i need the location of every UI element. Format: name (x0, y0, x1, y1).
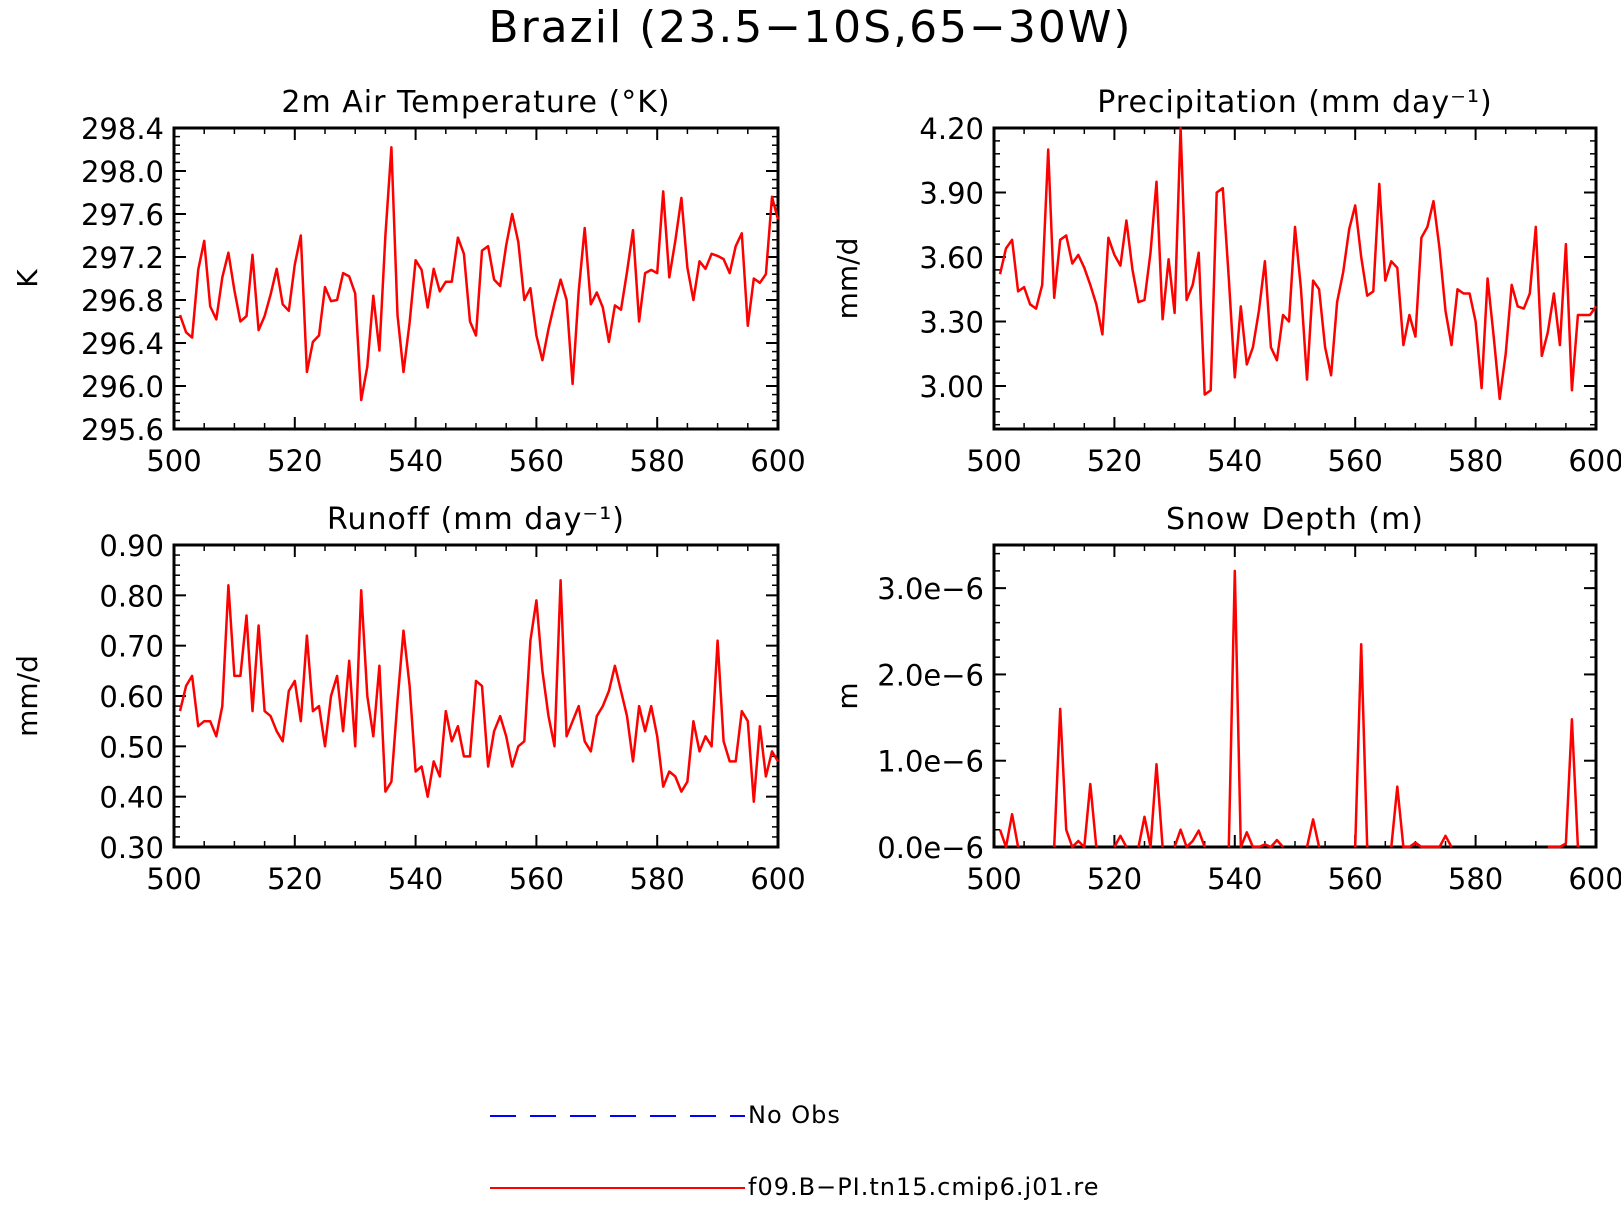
panel-ylabel-0: K (11, 269, 44, 288)
x-tick-label-0-5: 600 (750, 444, 805, 478)
y-tick-label-0-1: 296.0 (81, 370, 164, 404)
figure-title: Brazil (23.5−10S,65−30W) (488, 2, 1133, 53)
series-line-0-0 (178, 146, 780, 402)
plot-frame-0 (172, 126, 780, 431)
x-tick-label-3-2: 540 (1207, 862, 1262, 896)
x-tick-label-1-0: 500 (966, 444, 1021, 478)
x-tick-label-1-4: 580 (1448, 444, 1503, 478)
legend-swatch-dashed-blue (490, 1115, 745, 1117)
panel-ylabel-2: mm/d (11, 655, 44, 737)
plot-frame-3 (992, 543, 1598, 849)
x-tick-label-0-0: 500 (146, 444, 201, 478)
y-tick-label-1-2: 3.60 (919, 241, 984, 275)
y-tick-label-3-2: 2.0e−6 (877, 658, 984, 692)
y-tick-label-2-2: 0.50 (99, 730, 164, 764)
y-tick-label-1-1: 3.30 (919, 306, 984, 340)
y-tick-label-2-4: 0.70 (99, 630, 164, 664)
y-tick-label-0-0: 295.6 (81, 413, 164, 447)
legend-entry-no-obs: No Obs (490, 1096, 1190, 1136)
x-tick-label-0-4: 580 (630, 444, 685, 478)
y-tick-label-1-0: 3.00 (919, 370, 984, 404)
x-tick-label-1-3: 560 (1328, 444, 1383, 478)
panel-title-2: Runoff (mm day⁻¹) (327, 502, 625, 537)
y-tick-label-0-5: 297.6 (81, 198, 164, 232)
y-tick-label-0-2: 296.4 (81, 327, 164, 361)
x-tick-label-2-0: 500 (146, 862, 201, 896)
y-tick-label-2-0: 0.30 (99, 831, 164, 865)
y-tick-label-1-3: 3.90 (919, 177, 984, 211)
plot-frame-1 (992, 126, 1598, 431)
y-tick-label-3-1: 1.0e−6 (877, 745, 984, 779)
y-tick-label-2-3: 0.60 (99, 680, 164, 714)
x-tick-label-1-5: 600 (1568, 444, 1621, 478)
x-tick-label-2-4: 580 (630, 862, 685, 896)
y-tick-label-1-4: 4.20 (919, 112, 984, 146)
series-line-2-0 (178, 578, 780, 803)
panel-title-3: Snow Depth (m) (1166, 502, 1424, 537)
x-tick-label-1-1: 520 (1087, 444, 1142, 478)
x-tick-label-1-2: 540 (1207, 444, 1262, 478)
x-tick-label-3-1: 520 (1087, 862, 1142, 896)
legend-swatch-solid-red (490, 1187, 745, 1189)
y-tick-label-3-3: 3.0e−6 (877, 572, 984, 606)
y-tick-label-0-3: 296.8 (81, 284, 164, 318)
y-tick-label-2-6: 0.90 (99, 529, 164, 563)
series-line-3-0 (998, 569, 1580, 849)
legend-label-no-obs: No Obs (748, 1101, 841, 1129)
x-tick-label-3-3: 560 (1328, 862, 1383, 896)
series-line-1-0 (998, 126, 1598, 401)
y-tick-label-2-1: 0.40 (99, 781, 164, 815)
x-tick-label-3-4: 580 (1448, 862, 1503, 896)
panel-title-0: 2m Air Temperature (°K) (281, 85, 670, 120)
x-tick-label-3-0: 500 (966, 862, 1021, 896)
x-tick-label-3-5: 600 (1568, 862, 1621, 896)
legend-label-model: f09.B−PI.tn15.cmip6.j01.re (748, 1173, 1100, 1201)
x-tick-label-2-3: 560 (509, 862, 564, 896)
panel-ylabel-3: m (831, 682, 864, 709)
x-tick-label-0-1: 520 (267, 444, 322, 478)
x-tick-label-2-1: 520 (267, 862, 322, 896)
y-tick-label-0-4: 297.2 (81, 241, 164, 275)
x-tick-label-0-2: 540 (388, 444, 443, 478)
x-tick-label-0-3: 560 (509, 444, 564, 478)
y-tick-label-3-0: 0.0e−6 (877, 831, 984, 865)
x-tick-label-2-2: 540 (388, 862, 443, 896)
panel-ylabel-1: mm/d (831, 238, 864, 320)
panel-title-1: Precipitation (mm day⁻¹) (1097, 85, 1492, 120)
y-tick-label-0-7: 298.4 (81, 112, 164, 146)
y-tick-label-2-5: 0.80 (99, 579, 164, 613)
x-tick-label-2-5: 600 (750, 862, 805, 896)
y-tick-label-0-6: 298.0 (81, 155, 164, 189)
legend-entry-model: f09.B−PI.tn15.cmip6.j01.re (490, 1168, 1290, 1208)
